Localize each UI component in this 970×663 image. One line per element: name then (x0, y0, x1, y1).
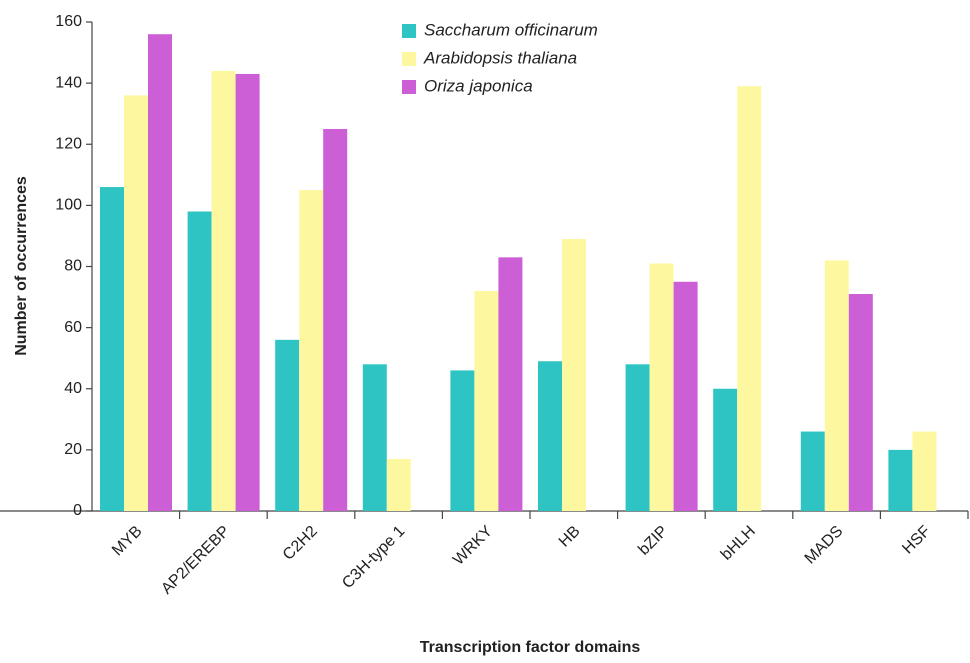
x-tick-label: MADS (802, 523, 847, 568)
y-tick-label: 20 (64, 441, 82, 458)
y-tick-label: 0 (73, 502, 82, 519)
bar (562, 238, 586, 511)
bar (100, 187, 124, 511)
bar (713, 388, 738, 511)
x-tick-label: WRKY (450, 523, 496, 569)
y-tick-label: 40 (64, 380, 82, 397)
bar (888, 449, 913, 511)
x-tick-label: C3H-type 1 (339, 523, 408, 592)
legend-swatch (402, 80, 416, 94)
legend-label: Oriza japonica (424, 76, 533, 95)
x-tick-label: HB (556, 523, 584, 551)
x-tick-label: bZIP (635, 523, 671, 559)
bar (323, 128, 348, 511)
bar (848, 294, 873, 511)
x-tick-label: bHLH (718, 523, 759, 564)
y-tick-label: 140 (55, 74, 82, 91)
bar (211, 70, 236, 512)
y-tick-label: 100 (55, 197, 82, 214)
legend-swatch (402, 52, 416, 66)
bar (124, 95, 148, 511)
legend-swatch (402, 24, 416, 38)
bar (235, 73, 260, 512)
y-tick-label: 120 (55, 135, 82, 152)
bar (386, 459, 411, 511)
x-tick-label: AP2/EREBP (158, 523, 233, 598)
bar (148, 34, 172, 511)
bar (498, 257, 523, 511)
bar (450, 370, 475, 511)
bar (299, 190, 324, 511)
bar (737, 86, 762, 512)
bar (649, 263, 674, 511)
bar (800, 431, 825, 511)
bar (538, 361, 562, 511)
legend-label: Arabidopsis thaliana (423, 48, 577, 67)
y-axis-label: Number of occurrences (13, 176, 30, 356)
y-tick-label: 80 (64, 258, 82, 275)
bar (474, 290, 499, 511)
x-tick-label: MYB (109, 523, 146, 560)
bar (187, 211, 212, 512)
bar (673, 281, 698, 511)
y-tick-label: 60 (64, 319, 82, 336)
bar (625, 364, 650, 511)
y-tick-label: 160 (55, 13, 82, 30)
bar (275, 339, 300, 511)
x-tick-label: HSF (899, 523, 934, 558)
legend-label: Saccharum officinarum (424, 20, 598, 39)
x-axis-label: Transcription factor domains (420, 639, 641, 656)
x-tick-label: C2H2 (280, 523, 321, 564)
bar (362, 364, 387, 511)
bar (824, 260, 849, 511)
bar (912, 431, 937, 511)
